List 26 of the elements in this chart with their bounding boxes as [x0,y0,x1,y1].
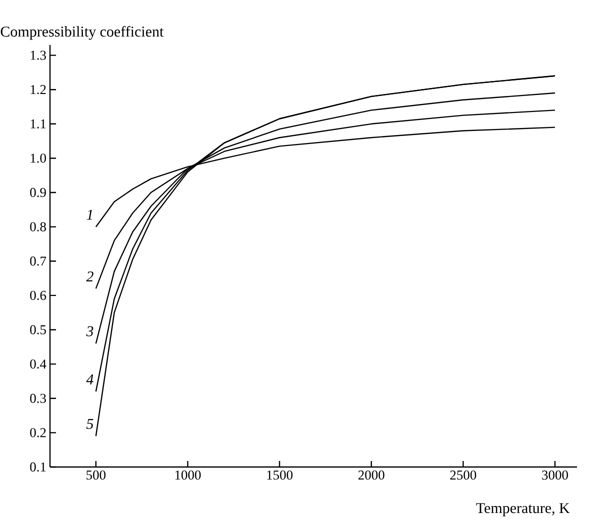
y-tick-label: 0.3 [30,394,46,403]
x-tick-label: 3000 [542,470,568,480]
x-tick-label: 2500 [450,470,476,480]
y-axis-title: Compressibility coefficient [0,26,164,40]
series-label: 2 [86,271,94,282]
x-tick-label: 1000 [175,470,201,480]
series-label: 5 [86,418,94,429]
x-tick-label: 500 [86,470,106,480]
x-tick-label: 1500 [267,470,293,480]
x-tick-label: 2000 [358,470,384,480]
y-tick-label: 1.1 [30,119,46,128]
y-tick-label: 0.2 [30,428,46,438]
y-tick-label: 0.5 [30,325,46,334]
y-tick-label: 1.3 [30,50,46,60]
y-tick-label: 1.0 [30,154,46,163]
series-label: 3 [86,326,94,336]
y-tick-label: 0.8 [30,222,46,232]
y-tick-label: 0.9 [30,188,46,198]
y-tick-label: 0.6 [30,290,46,300]
y-tick-label: 0.1 [30,462,46,472]
y-tick-label: 0.7 [30,256,46,266]
series-label: 4 [86,374,94,384]
x-axis-title: Temperature, K [476,503,570,516]
y-tick-label: 0.4 [30,359,46,369]
y-tick-label: 1.2 [30,85,46,94]
series-label: 1 [86,210,92,220]
